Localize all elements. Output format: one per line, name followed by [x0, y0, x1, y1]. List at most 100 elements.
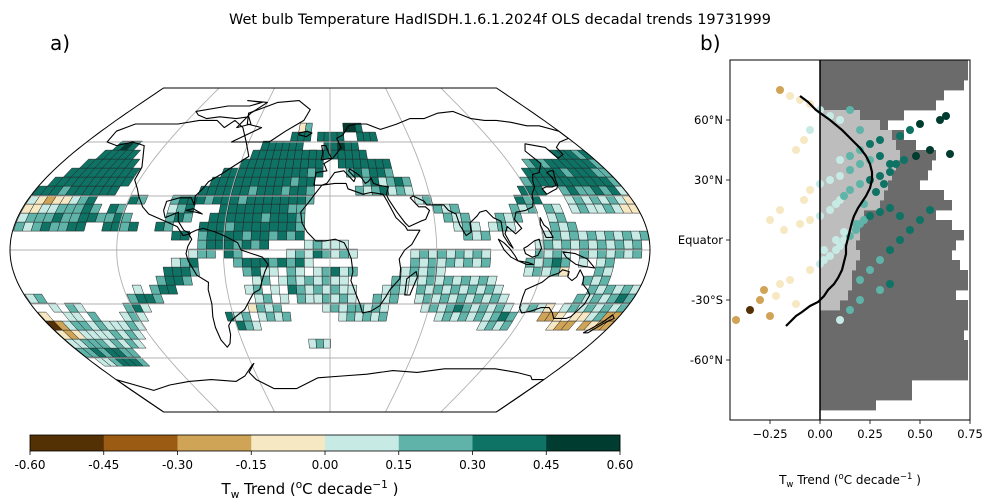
- trend-point: [876, 136, 884, 144]
- grid-cell: [254, 194, 265, 205]
- grid-cell: [445, 257, 456, 268]
- grid-cell: [127, 221, 140, 232]
- trend-point: [800, 136, 808, 144]
- grid-cell: [305, 293, 315, 304]
- grid-cell: [410, 257, 420, 268]
- grid-cell: [295, 248, 305, 259]
- meridian-line: [440, 88, 544, 412]
- coastline: [195, 100, 268, 129]
- grid-cell: [346, 302, 357, 313]
- trend-point: [896, 212, 904, 220]
- grid-cell: [278, 212, 289, 223]
- coastline: [404, 271, 418, 296]
- colorbar-tick-label: -0.15: [236, 458, 267, 472]
- grid-cell: [241, 230, 252, 241]
- coastline: [523, 238, 543, 258]
- grid-cell: [279, 293, 290, 304]
- grid-cell: [296, 293, 307, 304]
- ocean-fraction-bar: [820, 290, 848, 301]
- grid-cell: [418, 257, 429, 268]
- grid-cell: [307, 158, 317, 169]
- grid-cell: [278, 275, 288, 286]
- grid-cell: [354, 311, 364, 322]
- colorbar-segment: [103, 435, 178, 451]
- grid-cell: [233, 221, 244, 232]
- grid-cell: [86, 311, 102, 322]
- land-fraction-bar: [820, 390, 912, 401]
- grid-cell: [277, 221, 288, 232]
- trend-point: [760, 286, 768, 294]
- grid-cell: [273, 176, 284, 187]
- trend-point: [876, 286, 884, 294]
- colorbar-tick-label: 0.15: [385, 458, 412, 472]
- grid-cell: [281, 176, 292, 187]
- grid-cell: [471, 230, 482, 241]
- grid-cell: [330, 140, 339, 151]
- trend-point: [846, 152, 854, 160]
- land-fraction-bar: [820, 280, 968, 291]
- grid-cell: [596, 248, 607, 259]
- grid-cell: [595, 257, 607, 268]
- grid-cell: [323, 338, 331, 349]
- trend-point: [866, 266, 874, 274]
- grid-cell: [304, 284, 315, 295]
- grid-cell: [388, 293, 400, 304]
- grid-cell: [273, 311, 284, 322]
- trend-point: [852, 226, 860, 234]
- grid-cell: [480, 230, 491, 241]
- grid-cell: [345, 158, 354, 169]
- coastline: [313, 110, 570, 249]
- grid-cell: [170, 230, 182, 241]
- coastline: [298, 130, 313, 138]
- land-fraction-bar: [820, 90, 944, 101]
- grid-cell: [251, 212, 263, 223]
- land-fraction-bar: [820, 200, 952, 211]
- grid-cell: [454, 257, 465, 268]
- grid-cell: [362, 311, 372, 322]
- grid-cell: [259, 230, 270, 241]
- grid-cell: [287, 203, 298, 214]
- grid-cell: [232, 248, 243, 259]
- grid-cell: [551, 230, 562, 241]
- grid-cell: [316, 131, 325, 142]
- grid-cell: [418, 266, 429, 277]
- grid-cell: [286, 230, 296, 241]
- trend-point: [886, 204, 894, 212]
- land-fraction-bar: [820, 220, 952, 231]
- grid-cell: [299, 167, 309, 178]
- ocean-fraction-bar: [820, 280, 852, 291]
- grid-cell: [291, 167, 301, 178]
- grid-cell: [124, 149, 142, 160]
- grid-cell: [286, 212, 297, 223]
- trend-point: [880, 180, 888, 188]
- grid-cell: [295, 230, 305, 241]
- grid-cell: [614, 248, 625, 259]
- trend-point: [800, 196, 808, 204]
- trend-point: [840, 192, 848, 200]
- coastline: [497, 238, 519, 262]
- meridian-line: [385, 88, 438, 412]
- trend-point: [732, 316, 740, 324]
- ocean-fraction-bar: [820, 230, 860, 241]
- grid-cell: [605, 248, 616, 259]
- y-tick-label: Equator: [678, 233, 723, 247]
- trend-point: [820, 256, 828, 264]
- grid-cell: [605, 239, 616, 250]
- grid-cell: [270, 203, 281, 214]
- trend-point: [780, 226, 788, 234]
- grid-cell: [330, 239, 341, 250]
- grid-cell: [251, 266, 262, 277]
- grid-cell: [337, 158, 347, 169]
- grid-cell: [419, 248, 429, 259]
- grid-cell: [312, 248, 323, 259]
- grid-cell: [587, 239, 598, 250]
- coastline: [230, 100, 311, 143]
- colorbar-segment: [177, 435, 252, 451]
- trend-point: [792, 146, 800, 154]
- grid-cell: [570, 239, 581, 250]
- ocean-fraction-bar: [820, 210, 864, 221]
- trend-point: [786, 92, 794, 100]
- trend-point: [906, 226, 914, 234]
- grid-cell: [163, 221, 174, 232]
- land-fraction-bar: [820, 70, 968, 81]
